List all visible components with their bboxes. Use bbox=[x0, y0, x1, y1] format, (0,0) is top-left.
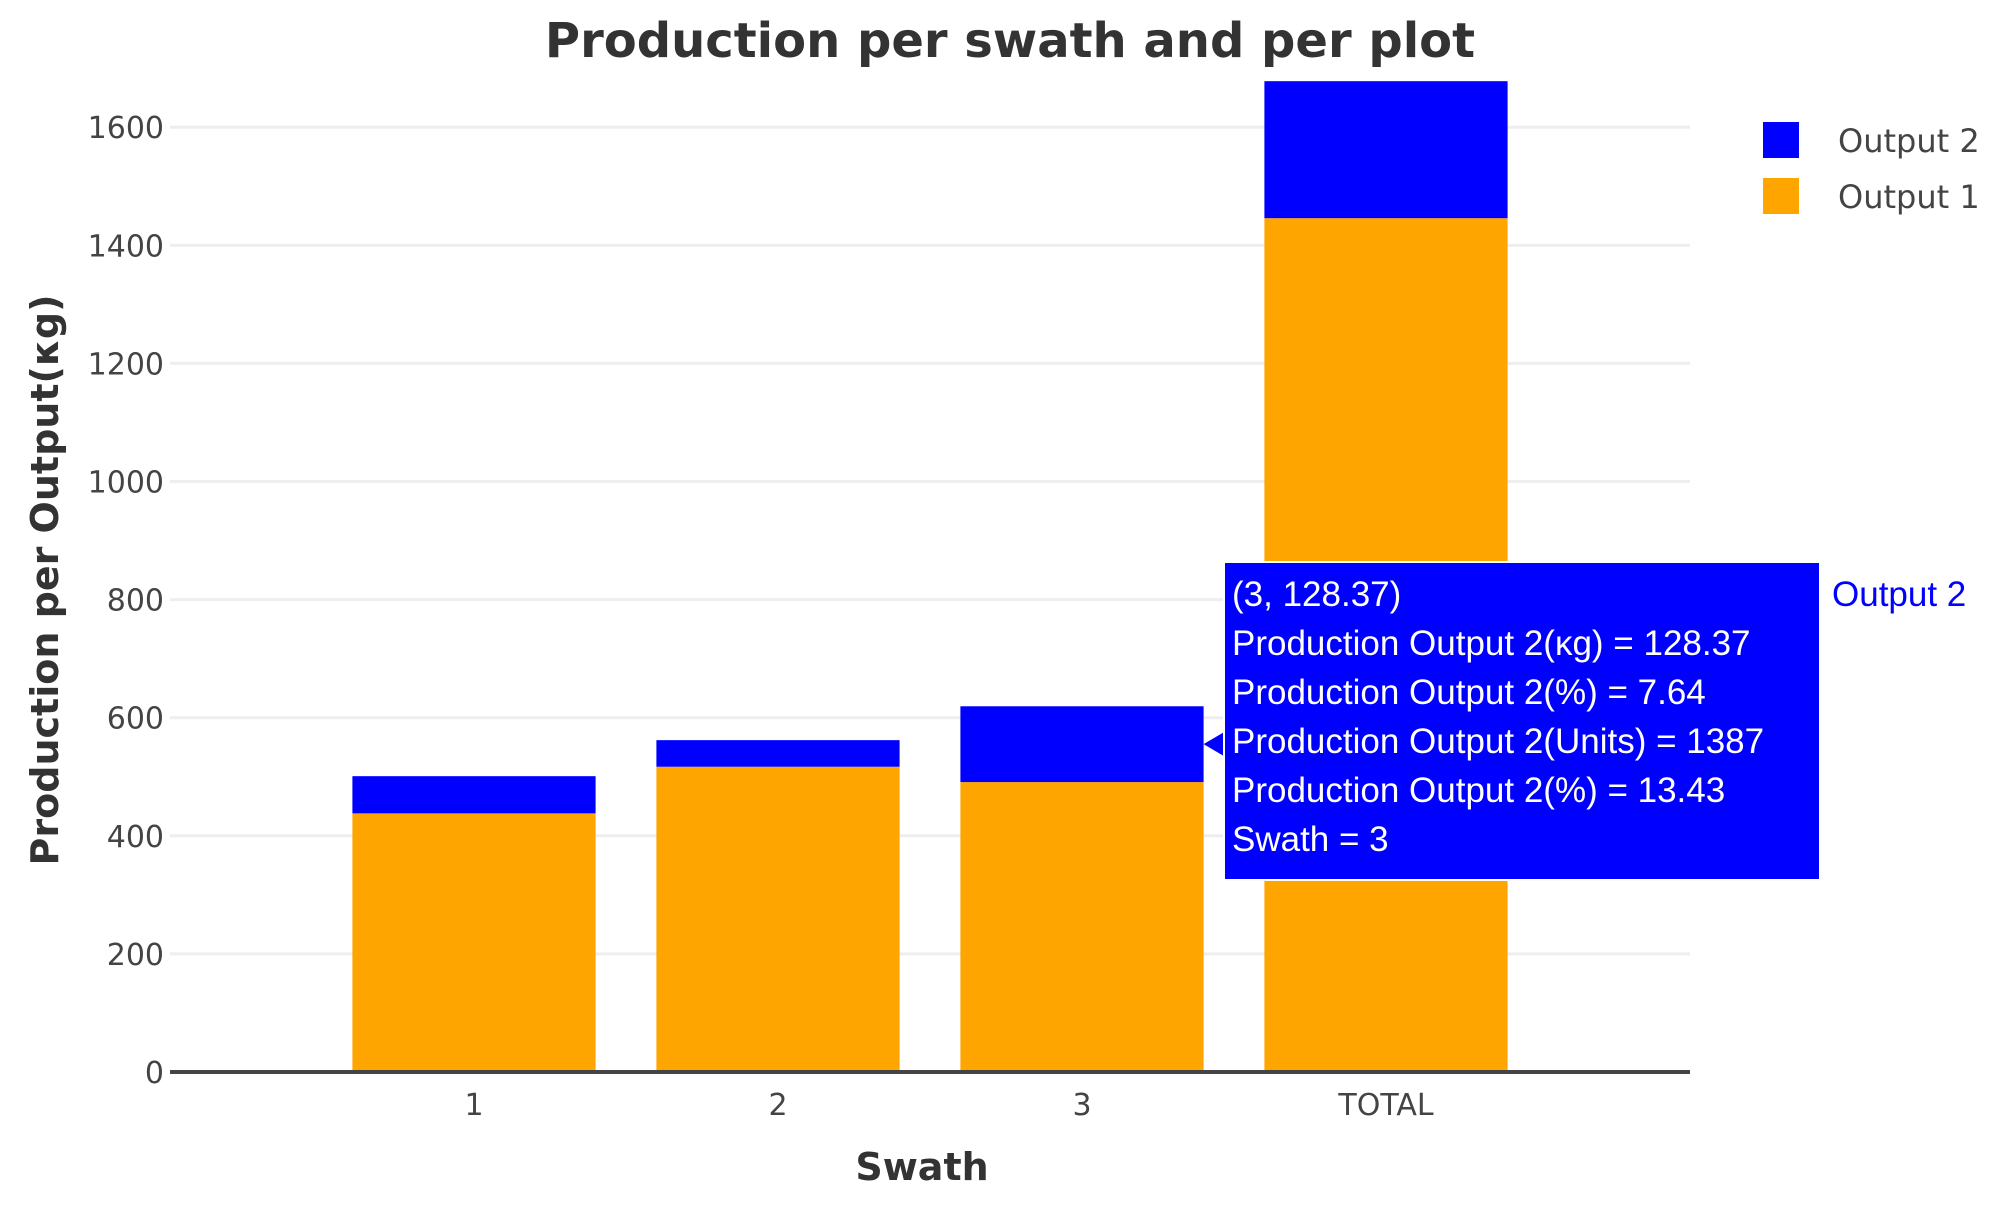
y-tick-label: 1600 bbox=[88, 111, 164, 146]
legend-item-output-1[interactable]: Output 1 bbox=[1763, 178, 1980, 216]
y-tick-label: 1000 bbox=[88, 466, 164, 501]
tooltip-line: Production Output 2(%) = 7.64 bbox=[1232, 673, 1706, 712]
axes: 0 200 400 600 800 1000 1200 1400 1600 1 2 3 TOTAL bbox=[88, 111, 1690, 1123]
x-tick-label: 1 bbox=[464, 1088, 483, 1123]
bar-output-2-3[interactable] bbox=[960, 706, 1204, 783]
x-tick-label: 2 bbox=[768, 1088, 787, 1123]
tooltip-pointer bbox=[1203, 732, 1224, 757]
bar-output-2-2[interactable] bbox=[656, 740, 900, 767]
y-axis-title: Production per Output(κg) bbox=[23, 295, 67, 866]
y-tick-label: 1400 bbox=[88, 229, 164, 264]
tooltip-line: Production Output 2(κg) = 128.37 bbox=[1232, 624, 1751, 663]
bar-output-2-total[interactable] bbox=[1264, 81, 1508, 219]
bar-output-1-1[interactable] bbox=[352, 813, 596, 1072]
x-tick-label: 3 bbox=[1072, 1088, 1091, 1123]
bar-output-2-1[interactable] bbox=[352, 776, 596, 814]
tooltip-box bbox=[1223, 561, 1821, 881]
y-tick-label: 400 bbox=[107, 820, 164, 855]
legend-item-output-2[interactable]: Output 2 bbox=[1763, 122, 1980, 160]
legend-label: Output 2 bbox=[1838, 122, 1980, 160]
tooltip-line: Production Output 2(%) = 13.43 bbox=[1232, 771, 1725, 810]
y-tick-label: 1200 bbox=[88, 347, 164, 382]
tooltip-line: Production Output 2(Units) = 1387 bbox=[1232, 722, 1764, 761]
legend: Output 2 Output 1 bbox=[1763, 122, 1980, 216]
chart-title: Production per swath and per plot bbox=[545, 13, 1475, 69]
y-tick-label: 800 bbox=[107, 584, 164, 619]
bar-output-1-2[interactable] bbox=[656, 766, 900, 1072]
legend-swatch bbox=[1763, 122, 1799, 158]
legend-swatch bbox=[1763, 178, 1799, 214]
legend-label: Output 1 bbox=[1838, 178, 1980, 216]
x-axis-title: Swath bbox=[855, 1145, 988, 1189]
tooltip-line: (3, 128.37) bbox=[1232, 575, 1401, 614]
tooltip-line: Swath = 3 bbox=[1232, 820, 1389, 859]
tooltip-series-name: Output 2 bbox=[1832, 575, 1966, 614]
x-tick-label: TOTAL bbox=[1337, 1088, 1433, 1123]
y-tick-label: 200 bbox=[107, 938, 164, 973]
y-tick-label: 600 bbox=[107, 702, 164, 737]
bar-output-1-3[interactable] bbox=[960, 782, 1204, 1072]
hover-tooltip: (3, 128.37) Production Output 2(κg) = 128… bbox=[1203, 561, 1966, 881]
y-tick-label: 0 bbox=[145, 1056, 164, 1091]
